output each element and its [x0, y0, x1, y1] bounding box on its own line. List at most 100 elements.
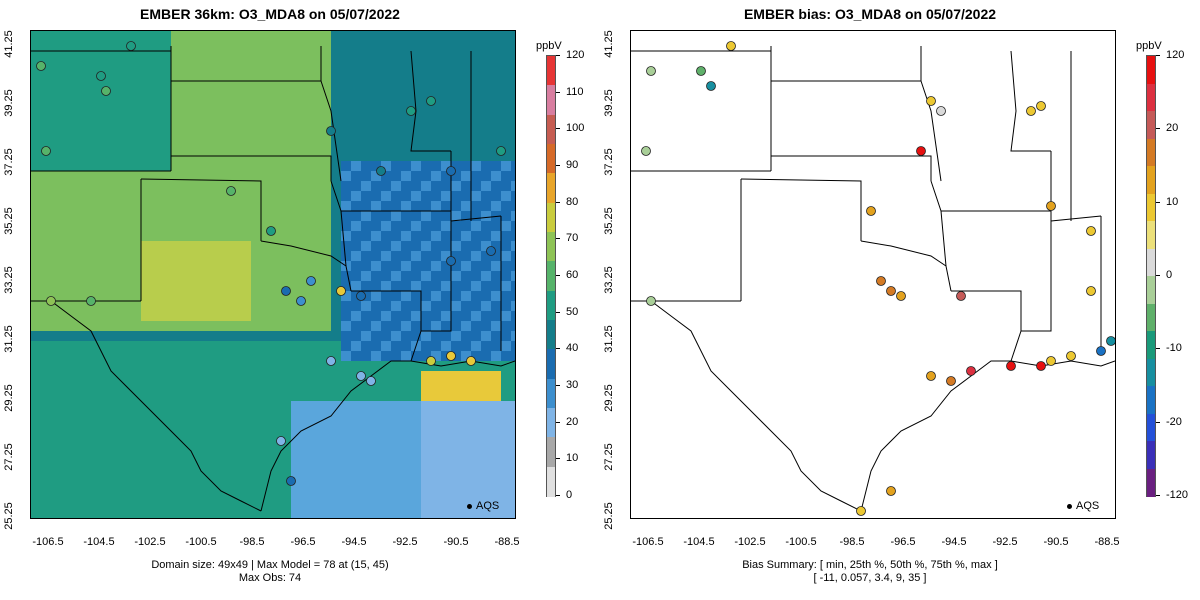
model-grid-cell: [271, 131, 281, 141]
model-grid-cell: [461, 341, 471, 351]
model-grid-cell: [91, 481, 101, 491]
model-grid-cell: [461, 391, 471, 401]
model-grid-cell: [411, 171, 421, 181]
model-grid-cell: [61, 241, 71, 251]
model-grid-cell: [351, 501, 361, 511]
model-grid-cell: [401, 441, 411, 451]
model-grid-cell: [61, 471, 71, 481]
model-grid-cell: [441, 441, 451, 451]
x-axis-tick-label: -96.5: [890, 536, 916, 548]
model-grid-cell: [71, 141, 81, 151]
model-grid-cell: [241, 501, 251, 511]
model-grid-cell: [221, 141, 231, 151]
model-grid-cell: [291, 401, 301, 411]
bias-station-marker: [896, 291, 906, 301]
model-grid-cell: [31, 481, 41, 491]
model-grid-cell: [451, 111, 461, 121]
model-grid-cell: [191, 271, 201, 281]
model-grid-cell: [141, 321, 151, 331]
model-grid-cell: [211, 411, 221, 421]
model-grid-cell: [221, 431, 231, 441]
model-grid-cell: [461, 261, 471, 271]
model-grid-cell: [131, 71, 141, 81]
model-grid-cell: [401, 291, 411, 301]
model-grid-cell: [61, 231, 71, 241]
model-grid-cell: [441, 491, 451, 501]
model-grid-cell: [441, 251, 451, 261]
model-grid-cell: [311, 101, 321, 111]
model-grid-cell: [281, 431, 291, 441]
model-grid-cell: [371, 141, 381, 151]
model-grid-cell: [471, 271, 481, 281]
model-grid-cell: [331, 41, 341, 51]
y-axis-tick-label: 29.25: [603, 384, 615, 412]
model-grid-cell: [401, 81, 411, 91]
model-grid-cell: [431, 31, 441, 41]
model-grid-cell: [321, 191, 331, 201]
model-grid-cell: [391, 481, 401, 491]
model-grid-cell: [161, 51, 171, 61]
colorbar-swatch: [547, 232, 555, 262]
model-grid-cell: [351, 161, 361, 171]
model-grid-cell: [451, 121, 461, 131]
model-grid-cell: [221, 81, 231, 91]
model-grid-cell: [401, 431, 411, 441]
model-grid-cell: [201, 81, 211, 91]
model-grid-cell: [421, 181, 431, 191]
colorbar-tick-label: 10: [566, 452, 579, 465]
model-grid-cell: [71, 441, 81, 451]
monitor-station-marker: [356, 291, 366, 301]
model-grid-cell: [111, 441, 121, 451]
model-grid-cell: [321, 131, 331, 141]
model-grid-cell: [341, 351, 351, 361]
model-grid-cell: [131, 301, 141, 311]
model-grid-cell: [151, 161, 161, 171]
model-grid-cell: [181, 281, 191, 291]
model-grid-cell: [81, 311, 91, 321]
model-grid-cell: [121, 351, 131, 361]
model-grid-cell: [31, 441, 41, 451]
model-grid-cell: [241, 451, 251, 461]
model-grid-cell: [361, 241, 371, 251]
model-grid-cell: [101, 371, 111, 381]
model-grid-cell: [471, 251, 481, 261]
model-grid-cell: [381, 491, 391, 501]
model-grid-cell: [71, 91, 81, 101]
model-grid-cell: [461, 471, 471, 481]
model-grid-cell: [211, 71, 221, 81]
model-grid-cell: [491, 181, 501, 191]
model-grid-cell: [301, 221, 311, 231]
model-grid-cell: [501, 161, 511, 171]
model-grid-cell: [181, 41, 191, 51]
model-grid-cell: [311, 121, 321, 131]
model-grid-cell: [31, 421, 41, 431]
model-grid-cell: [451, 351, 461, 361]
model-grid-cell: [271, 201, 281, 211]
model-grid-cell: [361, 121, 371, 131]
model-grid-cell: [391, 311, 401, 321]
model-grid-cell: [171, 441, 181, 451]
model-grid-cell: [301, 361, 311, 371]
model-grid-cell: [431, 131, 441, 141]
model-grid-cell: [371, 81, 381, 91]
model-grid-cell: [461, 301, 471, 311]
model-grid-cell: [461, 181, 471, 191]
model-grid-cell: [151, 231, 161, 241]
model-grid-cell: [291, 251, 301, 261]
model-grid-cell: [241, 181, 251, 191]
model-grid-cell: [91, 491, 101, 501]
model-grid-cell: [331, 501, 341, 511]
model-grid-cell: [111, 131, 121, 141]
model-grid-cell: [241, 461, 251, 471]
model-grid-cell: [261, 251, 271, 261]
model-grid-cell: [351, 481, 361, 491]
colorbar-swatch: [547, 320, 555, 350]
model-grid-cell: [451, 271, 461, 281]
model-grid-cell: [501, 301, 511, 311]
model-grid-cell: [281, 71, 291, 81]
model-grid-cell: [401, 171, 411, 181]
model-grid-cell: [401, 161, 411, 171]
model-grid-cell: [491, 401, 501, 411]
model-grid-cell: [491, 41, 501, 51]
model-grid-cell: [501, 231, 511, 241]
